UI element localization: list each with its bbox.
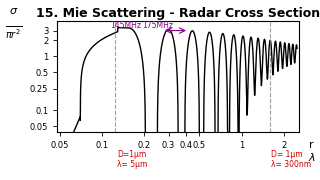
Text: λ= 5μm: λ= 5μm xyxy=(117,160,147,169)
Text: D=1μm: D=1μm xyxy=(117,150,146,159)
Text: D= 1μm: D= 1μm xyxy=(271,150,302,159)
Text: 175MHz: 175MHz xyxy=(142,21,173,30)
Text: λ= 300nm: λ= 300nm xyxy=(271,160,311,169)
Text: r: r xyxy=(309,140,314,150)
Text: $\overline{\pi r^2}$: $\overline{\pi r^2}$ xyxy=(5,24,22,41)
Text: $\lambda$: $\lambda$ xyxy=(308,151,316,163)
Title: 15. Mie Scattering - Radar Cross Section: 15. Mie Scattering - Radar Cross Section xyxy=(36,7,320,20)
Text: 145MHz: 145MHz xyxy=(110,21,141,30)
Text: $\sigma$: $\sigma$ xyxy=(9,6,19,16)
